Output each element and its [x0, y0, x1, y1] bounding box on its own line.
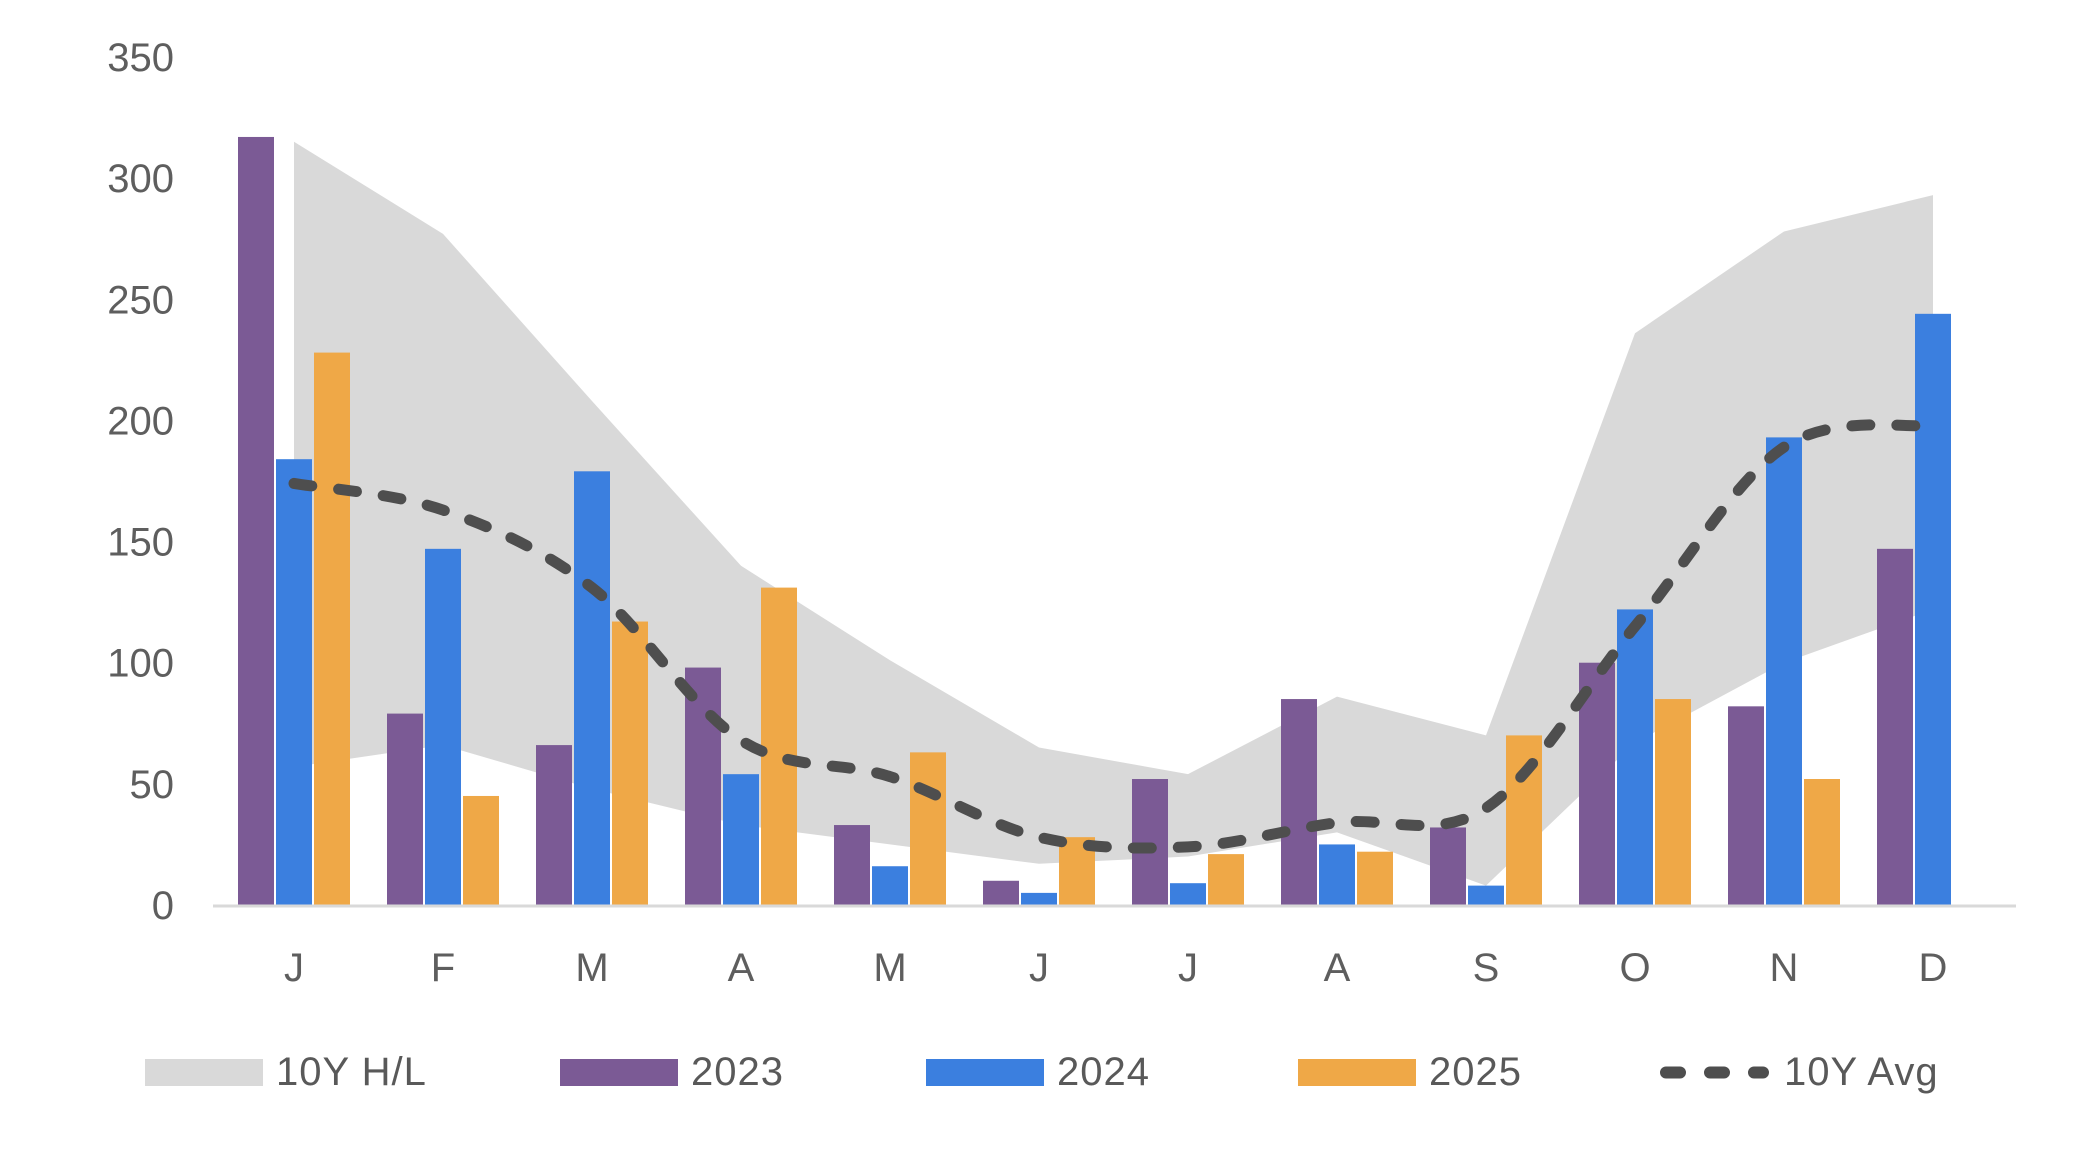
- y-axis-tick-label-50: 50: [130, 763, 175, 807]
- bar-2024-M3: [574, 471, 610, 906]
- legend-item-2023: 2023: [560, 1045, 784, 1099]
- y-axis-tick-label-350: 350: [107, 36, 174, 80]
- legend-label-10y-hl: 10Y H/L: [276, 1049, 427, 1094]
- bar-2023-A4: [685, 667, 721, 906]
- legend-item-2025: 2025: [1298, 1045, 1522, 1099]
- x-axis-month-label-M5: M: [873, 946, 906, 990]
- y-axis-tick-label-100: 100: [107, 642, 174, 686]
- x-axis-month-label-F2: F: [431, 946, 455, 990]
- bar-2023-D12: [1877, 548, 1913, 906]
- bar-2023-F2: [387, 713, 423, 906]
- band-swatch: [145, 1058, 263, 1086]
- x-axis-month-label-J6: J: [1029, 946, 1049, 990]
- bar-2023-M5: [834, 825, 870, 906]
- bar-2025-O10: [1655, 699, 1691, 906]
- y-axis-labels: 0 50 100 150 200 250 300 350: [107, 36, 174, 928]
- legend-label-2024: 2024: [1057, 1049, 1150, 1094]
- x-axis-month-label-J1: J: [284, 946, 304, 990]
- bar-2024-D12: [1915, 313, 1951, 906]
- bar-2024-J6: [1021, 892, 1057, 906]
- y-axis-tick-label-200: 200: [107, 399, 174, 443]
- legend-label-2025: 2025: [1429, 1049, 1522, 1094]
- legend-item-10y-avg: 10Y Avg: [1658, 1045, 1939, 1099]
- bar-2024-M5: [872, 866, 908, 906]
- bar-layer: [238, 136, 1951, 906]
- x-axis-month-label-D12: D: [1919, 946, 1948, 990]
- bar-2024-A4: [723, 774, 759, 906]
- bar-2024-O10: [1617, 609, 1653, 906]
- bar-2025-A4: [761, 587, 797, 906]
- bar-2025-M3: [612, 621, 648, 906]
- bar-2023-J1: [238, 136, 274, 906]
- bar-2025-M5: [910, 752, 946, 906]
- bar-2024-J7: [1170, 883, 1206, 906]
- legend: 10Y H/L 2023 2024 2025 10Y Avg: [0, 1045, 2078, 1099]
- bar-2024-swatch: [926, 1058, 1044, 1086]
- x-axis-month-label-O10: O: [1619, 946, 1650, 990]
- legend-item-10y-hl: 10Y H/L: [145, 1045, 427, 1099]
- bar-2023-S9: [1430, 827, 1466, 906]
- x-axis-month-label-M3: M: [575, 946, 608, 990]
- legend-label-10y-avg: 10Y Avg: [1784, 1049, 1939, 1094]
- bar-2024-J1: [276, 459, 312, 906]
- dashed-line-swatch: [1660, 1066, 1769, 1078]
- bar-2023-J6: [983, 880, 1019, 906]
- bar-2025-J7: [1208, 854, 1244, 906]
- bar-2025-J1: [314, 352, 350, 906]
- bar-2025-A8: [1357, 851, 1393, 906]
- x-axis-month-label-N11: N: [1770, 946, 1799, 990]
- legend-item-2024: 2024: [926, 1045, 1150, 1099]
- y-axis-tick-label-0: 0: [152, 884, 174, 928]
- bar-2023-swatch: [560, 1058, 678, 1086]
- bar-2024-N11: [1766, 437, 1802, 906]
- legend-label-2023: 2023: [691, 1049, 784, 1094]
- bar-2023-M3: [536, 745, 572, 906]
- x-axis-month-label-S9: S: [1473, 946, 1500, 990]
- line-layer: [288, 419, 1939, 854]
- x-axis-month-label-A8: A: [1324, 946, 1351, 990]
- bar-2025-swatch: [1298, 1058, 1416, 1086]
- bar-2024-F2: [425, 548, 461, 906]
- bar-2023-A8: [1281, 699, 1317, 906]
- y-axis-tick-label-150: 150: [107, 521, 174, 565]
- y-axis-tick-label-300: 300: [107, 157, 174, 201]
- bar-2023-N11: [1728, 706, 1764, 906]
- x-axis-month-label-A4: A: [728, 946, 755, 990]
- y-axis-tick-label-250: 250: [107, 278, 174, 322]
- bar-2025-F2: [463, 795, 499, 906]
- bar-2024-S9: [1468, 885, 1504, 906]
- bar-2024-A8: [1319, 844, 1355, 906]
- bar-2025-N11: [1804, 779, 1840, 906]
- bar-2023-J7: [1132, 779, 1168, 906]
- bar-2023-O10: [1579, 662, 1615, 906]
- x-axis-month-label-J7: J: [1178, 946, 1198, 990]
- line-10y-avg: [288, 419, 1939, 854]
